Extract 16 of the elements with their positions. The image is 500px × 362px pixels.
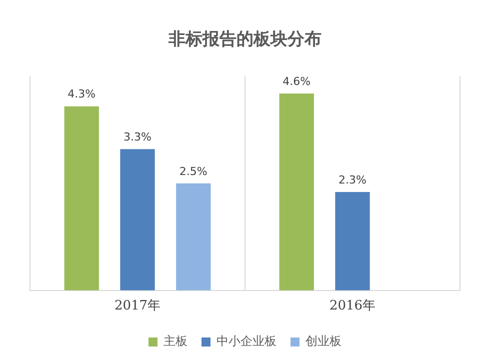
legend-label: 创业板 bbox=[306, 334, 342, 348]
bar bbox=[120, 149, 155, 290]
chart-title: 非标报告的板块分布 bbox=[168, 30, 322, 50]
x-tick-label: 2016年 bbox=[329, 298, 376, 314]
legend-label: 中小企业板 bbox=[216, 334, 276, 348]
bar bbox=[64, 106, 99, 290]
data-label: 4.6% bbox=[282, 74, 311, 88]
x-tick-label: 2017年 bbox=[114, 298, 161, 314]
data-label: 2.5% bbox=[179, 164, 208, 178]
legend-label: 主板 bbox=[164, 334, 188, 348]
bar bbox=[335, 192, 370, 290]
bar bbox=[176, 183, 211, 290]
bar bbox=[279, 94, 314, 290]
data-label: 2.3% bbox=[338, 173, 366, 186]
data-label: 4.3% bbox=[68, 88, 96, 101]
data-label: 3.3% bbox=[124, 130, 152, 144]
